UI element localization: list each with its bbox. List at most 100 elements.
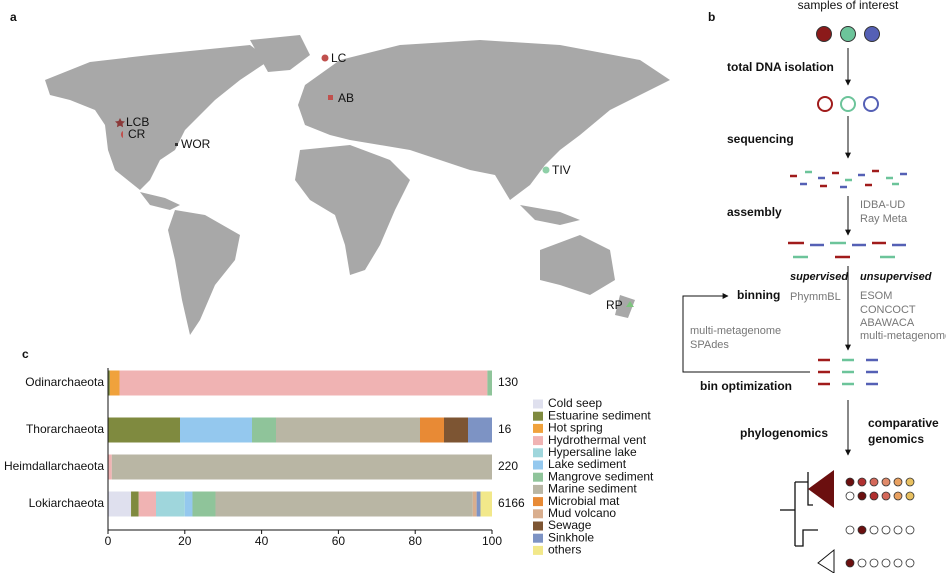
category-label: Heimdallarchaeota bbox=[4, 459, 104, 473]
genome-dot bbox=[869, 491, 879, 501]
tool-label: ESOM bbox=[860, 290, 892, 302]
site-label: TIV bbox=[552, 163, 571, 177]
tool-label: multi-metagenome bbox=[860, 330, 946, 342]
genome-dot bbox=[857, 491, 867, 501]
tool-label: Ray Meta bbox=[860, 213, 908, 225]
tool-label: IDBA-UD bbox=[860, 199, 905, 211]
legend-swatch bbox=[533, 399, 543, 409]
bar-segment bbox=[119, 370, 488, 396]
legend-swatch bbox=[533, 545, 543, 555]
genome-dot bbox=[869, 525, 879, 535]
tool-label: PhymmBL bbox=[790, 291, 841, 303]
panel-label: c bbox=[22, 347, 29, 361]
genome-dot bbox=[905, 491, 915, 501]
category-label: Thorarchaeota bbox=[26, 422, 104, 436]
total-label: 6166 bbox=[498, 496, 525, 510]
bar-segment bbox=[215, 491, 473, 517]
category-label: Odinarchaeota bbox=[25, 375, 104, 389]
genome-dot bbox=[845, 525, 855, 535]
site-label: RP bbox=[606, 298, 623, 312]
bar-segment bbox=[108, 417, 180, 443]
tool-label: SPAdes bbox=[690, 339, 729, 351]
total-label: 220 bbox=[498, 459, 518, 473]
workflow-step: binning bbox=[737, 288, 780, 302]
bar-segment bbox=[472, 491, 477, 517]
bar-segment bbox=[131, 491, 139, 517]
genome-dot bbox=[893, 491, 903, 501]
legend-label: Microbial mat bbox=[548, 494, 620, 508]
legend-label: Estuarine sediment bbox=[548, 408, 651, 422]
workflow-step: genomics bbox=[868, 432, 924, 446]
bar-segment bbox=[109, 370, 120, 396]
workflow-step: assembly bbox=[727, 205, 782, 219]
workflow-text: unsupervised bbox=[860, 271, 932, 283]
genome-dot bbox=[881, 558, 891, 568]
bar-segment bbox=[108, 491, 132, 517]
map-sites: LC AB LCB CR WOR TIV RP bbox=[115, 51, 634, 312]
x-tick-label: 80 bbox=[409, 534, 423, 548]
genome-dot bbox=[893, 558, 903, 568]
workflow-step: phylogenomics bbox=[740, 426, 828, 440]
bar-segment bbox=[468, 417, 492, 443]
legend-swatch bbox=[533, 411, 543, 421]
site-label: CR bbox=[128, 127, 146, 141]
genome-dots bbox=[845, 477, 915, 568]
genome-dot bbox=[845, 491, 855, 501]
bar-segment bbox=[444, 417, 468, 443]
legend-swatch bbox=[533, 497, 543, 507]
site-label: LCB bbox=[126, 115, 149, 129]
legend-label: Sinkhole bbox=[548, 530, 594, 544]
bar-segment bbox=[480, 491, 492, 517]
bar-segment bbox=[108, 454, 112, 480]
legend-label: Sewage bbox=[548, 518, 592, 532]
legend-swatch bbox=[533, 472, 543, 482]
tool-label: ABAWACA bbox=[860, 317, 915, 329]
site-label: WOR bbox=[181, 137, 211, 151]
workflow-step: comparative bbox=[868, 416, 939, 430]
x-tick-label: 0 bbox=[105, 534, 112, 548]
genome-dot bbox=[893, 525, 903, 535]
bar-segment bbox=[192, 491, 216, 517]
category-label: Lokiarchaeota bbox=[29, 496, 105, 510]
legend-swatch bbox=[533, 436, 543, 446]
legend-label: Lake sediment bbox=[548, 457, 627, 471]
bar-segment bbox=[252, 417, 276, 443]
bar-segment bbox=[180, 417, 252, 443]
total-label: 16 bbox=[498, 422, 512, 436]
genome-dot bbox=[869, 477, 879, 487]
bar-segment bbox=[487, 370, 492, 396]
genome-dot bbox=[857, 477, 867, 487]
legend-label: Marine sediment bbox=[548, 482, 637, 496]
workflow-step: sequencing bbox=[727, 132, 794, 146]
site-label: AB bbox=[338, 91, 354, 105]
legend-label: Cold seep bbox=[548, 396, 602, 410]
legend-swatch bbox=[533, 423, 543, 433]
genome-dot bbox=[845, 477, 855, 487]
legend-label: Hydrothermal vent bbox=[548, 433, 647, 447]
bar-segment bbox=[138, 491, 156, 517]
legend-swatch bbox=[533, 484, 543, 494]
x-tick-label: 20 bbox=[178, 534, 192, 548]
genome-dot bbox=[905, 525, 915, 535]
bar-segment bbox=[276, 417, 420, 443]
tool-label: CONCOCT bbox=[860, 304, 916, 316]
genome-dot bbox=[857, 558, 867, 568]
legend-label: others bbox=[548, 543, 581, 557]
genome-dot bbox=[857, 525, 867, 535]
genome-dot bbox=[905, 558, 915, 568]
workflow: samples of interest total DNA isolation … bbox=[682, 0, 946, 573]
legend-swatch bbox=[533, 448, 543, 458]
bar-segment bbox=[111, 454, 492, 480]
tool-label: multi-metagenome bbox=[690, 325, 781, 337]
legend-swatch bbox=[533, 460, 543, 470]
workflow-step: total DNA isolation bbox=[727, 60, 834, 74]
legend-swatch bbox=[533, 521, 543, 531]
genome-dot bbox=[881, 525, 891, 535]
workflow-text: supervised bbox=[790, 271, 848, 283]
genome-dot bbox=[893, 477, 903, 487]
x-tick-label: 60 bbox=[332, 534, 346, 548]
legend-label: Mangrove sediment bbox=[548, 469, 654, 483]
world-map bbox=[45, 35, 670, 335]
legend-label: Mud volcano bbox=[548, 506, 616, 520]
